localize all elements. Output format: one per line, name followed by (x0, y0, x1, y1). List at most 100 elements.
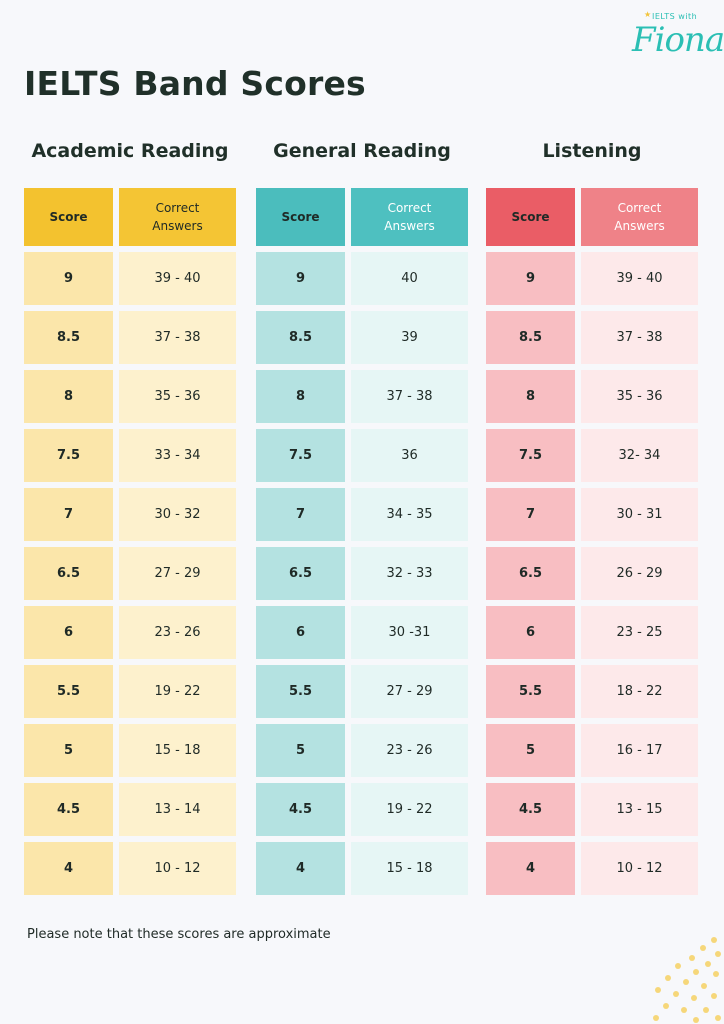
correct-answers-cell: 16 - 17 (581, 724, 698, 777)
table-row: 9 39 - 40 (486, 252, 698, 305)
score-cell: 9 (486, 252, 575, 305)
score-cell: 7.5 (256, 429, 345, 482)
table-row: 7 30 - 31 (486, 488, 698, 541)
correct-answers-cell: 32- 34 (581, 429, 698, 482)
score-cell: 7 (24, 488, 113, 541)
score-cell: 6 (24, 606, 113, 659)
table-row: 9 40 (256, 252, 468, 305)
table-row: 7 30 - 32 (24, 488, 236, 541)
table-row: 5 16 - 17 (486, 724, 698, 777)
correct-answers-header: Correct Answers (351, 188, 468, 246)
score-cell: 8.5 (256, 311, 345, 364)
table-row: 7.5 33 - 34 (24, 429, 236, 482)
correct-answers-cell: 37 - 38 (581, 311, 698, 364)
score-cell: 8 (24, 370, 113, 423)
score-cell: 9 (256, 252, 345, 305)
table-row: 5 15 - 18 (24, 724, 236, 777)
correct-answers-cell: 39 - 40 (581, 252, 698, 305)
correct-answers-cell: 19 - 22 (119, 665, 236, 718)
correct-answers-cell: 13 - 14 (119, 783, 236, 836)
header-line: Correct (155, 201, 200, 215)
table-body: 9 40 8.5 39 8 37 - 38 7.5 36 7 34 - 35 6.5 32 - 33 6… (256, 252, 468, 895)
score-cell: 4.5 (24, 783, 113, 836)
score-cell: 5.5 (486, 665, 575, 718)
correct-answers-cell: 34 - 35 (351, 488, 468, 541)
score-cell: 4 (24, 842, 113, 895)
table-row: 8 37 - 38 (256, 370, 468, 423)
score-cell: 5 (486, 724, 575, 777)
score-cell: 8 (486, 370, 575, 423)
score-cell: 7.5 (486, 429, 575, 482)
correct-answers-cell: 15 - 18 (119, 724, 236, 777)
correct-answers-cell: 18 - 22 (581, 665, 698, 718)
table-row: 7.5 36 (256, 429, 468, 482)
table-row: 7.5 32- 34 (486, 429, 698, 482)
section-title: Academic Reading (31, 140, 229, 162)
table-row: 8 35 - 36 (486, 370, 698, 423)
score-cell: 6 (256, 606, 345, 659)
section-title: General Reading (273, 140, 451, 162)
score-cell: 5.5 (24, 665, 113, 718)
correct-answers-cell: 39 (351, 311, 468, 364)
table-row: 6.5 27 - 29 (24, 547, 236, 600)
logo-brand-text: Fiona (632, 20, 724, 60)
score-cell: 6.5 (486, 547, 575, 600)
score-cell: 8 (256, 370, 345, 423)
correct-answers-cell: 37 - 38 (119, 311, 236, 364)
table-row: 4.5 19 - 22 (256, 783, 468, 836)
score-cell: 7.5 (24, 429, 113, 482)
table-row: 5.5 19 - 22 (24, 665, 236, 718)
table-body: 9 39 - 40 8.5 37 - 38 8 35 - 36 7.5 33 - 34 7 30 … (24, 252, 236, 895)
correct-answers-cell: 26 - 29 (581, 547, 698, 600)
table-row: 6 23 - 26 (24, 606, 236, 659)
correct-answers-cell: 15 - 18 (351, 842, 468, 895)
section-listening: Listening Score Correct Answers 9 39 - 40 8… (486, 140, 698, 901)
correct-answers-cell: 35 - 36 (581, 370, 698, 423)
table-row: 8.5 37 - 38 (486, 311, 698, 364)
table-row: 6.5 32 - 33 (256, 547, 468, 600)
table-row: 9 39 - 40 (24, 252, 236, 305)
header-line: Answers (614, 219, 665, 233)
correct-answers-cell: 30 - 31 (581, 488, 698, 541)
table-body: 9 39 - 40 8.5 37 - 38 8 35 - 36 7.5 32- 34 7 30 -… (486, 252, 698, 895)
table-header: Score Correct Answers (24, 188, 236, 246)
correct-answers-cell: 30 -31 (351, 606, 468, 659)
score-header: Score (256, 188, 345, 246)
correct-answers-cell: 23 - 25 (581, 606, 698, 659)
correct-answers-cell: 13 - 15 (581, 783, 698, 836)
correct-answers-header: Correct Answers (581, 188, 698, 246)
score-header: Score (486, 188, 575, 246)
score-cell: 5 (256, 724, 345, 777)
score-cell: 6 (486, 606, 575, 659)
score-header: Score (24, 188, 113, 246)
table-row: 6 23 - 25 (486, 606, 698, 659)
brand-logo: ★ IELTS with Fiona (628, 8, 724, 70)
score-cell: 7 (486, 488, 575, 541)
correct-answers-cell: 10 - 12 (119, 842, 236, 895)
table-row: 6.5 26 - 29 (486, 547, 698, 600)
score-cell: 4.5 (486, 783, 575, 836)
correct-answers-header: Correct Answers (119, 188, 236, 246)
header-line: Answers (384, 219, 435, 233)
table-row: 8.5 39 (256, 311, 468, 364)
page-title: IELTS Band Scores (24, 64, 366, 103)
score-cell: 6.5 (256, 547, 345, 600)
correct-answers-cell: 33 - 34 (119, 429, 236, 482)
score-cell: 4 (256, 842, 345, 895)
table-row: 4 15 - 18 (256, 842, 468, 895)
table-row: 5.5 18 - 22 (486, 665, 698, 718)
correct-answers-cell: 23 - 26 (351, 724, 468, 777)
table-row: 6 30 -31 (256, 606, 468, 659)
table-row: 5.5 27 - 29 (256, 665, 468, 718)
score-cell: 7 (256, 488, 345, 541)
correct-answers-cell: 30 - 32 (119, 488, 236, 541)
table-row: 4 10 - 12 (24, 842, 236, 895)
correct-answers-cell: 37 - 38 (351, 370, 468, 423)
correct-answers-cell: 27 - 29 (351, 665, 468, 718)
score-cell: 6.5 (24, 547, 113, 600)
decorative-dots (653, 937, 721, 1023)
score-cell: 8.5 (24, 311, 113, 364)
logo-small-text: IELTS with (652, 12, 698, 21)
correct-answers-cell: 27 - 29 (119, 547, 236, 600)
correct-answers-cell: 39 - 40 (119, 252, 236, 305)
